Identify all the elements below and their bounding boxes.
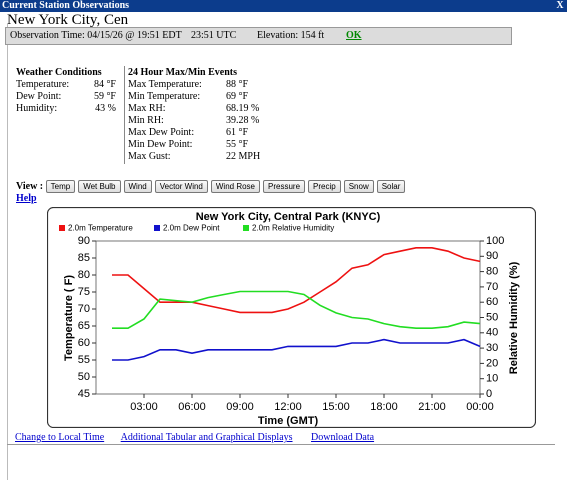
label: Dew Point: <box>16 90 62 102</box>
y2-tick-label: 90 <box>486 250 498 262</box>
y2-axis-title: Relative Humidity (%) <box>508 261 520 374</box>
y-tick-label: 50 <box>78 371 90 383</box>
y-tick-label: 70 <box>78 303 90 315</box>
view-buttons: Temp Wet Bulb Wind Vector Wind Wind Rose Pres… <box>45 180 409 193</box>
station-name: New York City, Cen <box>7 12 129 28</box>
y-tick-label: 55 <box>78 354 90 366</box>
y2-tick-label: 60 <box>486 296 498 308</box>
label: Humidity: <box>16 102 58 114</box>
y-tick-label: 85 <box>78 252 90 264</box>
label: Max Temperature: <box>128 78 202 90</box>
chart-title: New York City, Central Park (KNYC) <box>196 211 381 223</box>
footer-link[interactable]: Additional Tabular and Graphical Display… <box>120 432 293 443</box>
footer-rule <box>7 444 555 445</box>
value: 68.19 % <box>226 102 260 114</box>
observation-time: Observation Time: 04/15/26 @ 19:51 EDT <box>10 30 182 41</box>
view-label: View : <box>16 181 44 192</box>
x-tick-label: 18:00 <box>370 401 398 413</box>
x-tick-label: 03:00 <box>130 401 158 413</box>
table-title: 24 Hour Max/Min Events <box>128 66 237 78</box>
table: Weather Conditions Temperature: 84 °F Dew… <box>14 66 118 114</box>
y2-tick-label: 70 <box>486 281 498 293</box>
view-button[interactable]: Snow <box>343 180 374 193</box>
value: 39.28 % <box>226 114 260 126</box>
footer-link[interactable]: Change to Local Time <box>15 432 105 443</box>
series-line <box>112 290 481 329</box>
y-tick-label: 45 <box>78 388 90 400</box>
y2-tick-label: 80 <box>486 266 498 278</box>
legend-label: 2.0m Relative Humidity <box>252 224 334 233</box>
value: 69 °F <box>226 90 249 102</box>
x-tick-label: 00:00 <box>466 401 494 413</box>
y2-tick-label: 40 <box>486 327 498 339</box>
y-tick-label: 75 <box>78 286 90 298</box>
label: Max Gust: <box>128 150 171 162</box>
table-title: Weather Conditions <box>16 66 102 78</box>
y2-tick-label: 30 <box>486 342 498 354</box>
left-rule <box>7 24 8 480</box>
label: Temperature: <box>16 78 70 90</box>
view-button[interactable]: Wind Rose <box>210 180 260 193</box>
legend-swatch <box>243 225 249 231</box>
value: 61 °F <box>226 126 249 138</box>
view-button[interactable]: Pressure <box>263 180 306 193</box>
footer-link[interactable]: Download Data <box>311 432 375 443</box>
help-link[interactable]: Help <box>16 193 37 204</box>
value: 84 °F <box>93 78 116 90</box>
y-tick-label: 65 <box>78 320 90 332</box>
x-axis-title: Time (GMT) <box>258 415 319 427</box>
observation-bar: Observation Time: 04/15/26 @ 19:51 EDT 2… <box>5 27 512 45</box>
view-bar: View : Temp Wet Bulb Wind Vector Wind Wind R… <box>16 180 408 193</box>
x-tick-label: 21:00 <box>418 401 446 413</box>
x-tick-label: 09:00 <box>226 401 254 413</box>
y2-tick-label: 100 <box>486 235 504 247</box>
x-tick-label: 06:00 <box>178 401 206 413</box>
view-button[interactable]: Temp <box>45 180 76 193</box>
close-button[interactable]: X <box>553 0 567 12</box>
value: 59 °F <box>93 90 116 102</box>
label: Max RH: <box>128 102 166 114</box>
y-axis-title: Temperature ( F) <box>63 275 75 361</box>
legend-label: 2.0m Temperature <box>68 224 133 233</box>
value: 55 °F <box>226 138 249 150</box>
legend-label: 2.0m Dew Point <box>163 224 220 233</box>
series-line <box>112 247 481 314</box>
label: Max Dew Point: <box>128 126 195 138</box>
value: 43 % <box>95 102 116 114</box>
x-tick-label: 12:00 <box>274 401 302 413</box>
label: Min Dew Point: <box>128 138 193 150</box>
y2-tick-label: 20 <box>486 357 498 369</box>
value: 88 °F <box>226 78 249 90</box>
view-button[interactable]: Vector Wind <box>154 180 208 193</box>
y2-tick-label: 0 <box>486 388 492 400</box>
divider <box>124 66 125 164</box>
view-button[interactable]: Wind <box>123 180 152 193</box>
chart-frame <box>47 207 536 428</box>
utc-time: 23:51 UTC <box>191 30 237 41</box>
y2-tick-label: 50 <box>486 311 498 323</box>
legend-swatch <box>59 225 65 231</box>
elevation: Elevation: 154 ft <box>257 30 325 41</box>
view-button[interactable]: Solar <box>376 180 406 193</box>
window-title: Current Station Observations <box>0 0 553 12</box>
label: Min Temperature: <box>128 90 201 102</box>
value: 22 MPH <box>226 150 261 162</box>
y2-tick-label: 10 <box>486 373 498 385</box>
y-tick-label: 60 <box>78 337 90 349</box>
conditions-table: Weather Conditions Temperature: 84 °F Dew… <box>14 66 118 114</box>
events-table: 24 Hour Max/Min Events Max Temperature: 8… <box>126 66 262 162</box>
label: Min RH: <box>128 114 164 126</box>
view-button[interactable]: Wet Bulb <box>78 180 121 193</box>
table: 24 Hour Max/Min Events Max Temperature: 8… <box>126 66 262 162</box>
chart: New York City, Central Park (KNYC) Time … <box>47 207 536 428</box>
y-tick-label: 90 <box>78 235 90 247</box>
ok-link[interactable]: OK <box>346 30 362 41</box>
series-line <box>112 338 481 361</box>
view-button[interactable]: Precip <box>308 180 341 193</box>
y-tick-label: 80 <box>78 269 90 281</box>
footer-links: Change to Local Time Additional Tabular … <box>15 432 374 443</box>
legend-swatch <box>154 225 160 231</box>
x-tick-label: 15:00 <box>322 401 350 413</box>
